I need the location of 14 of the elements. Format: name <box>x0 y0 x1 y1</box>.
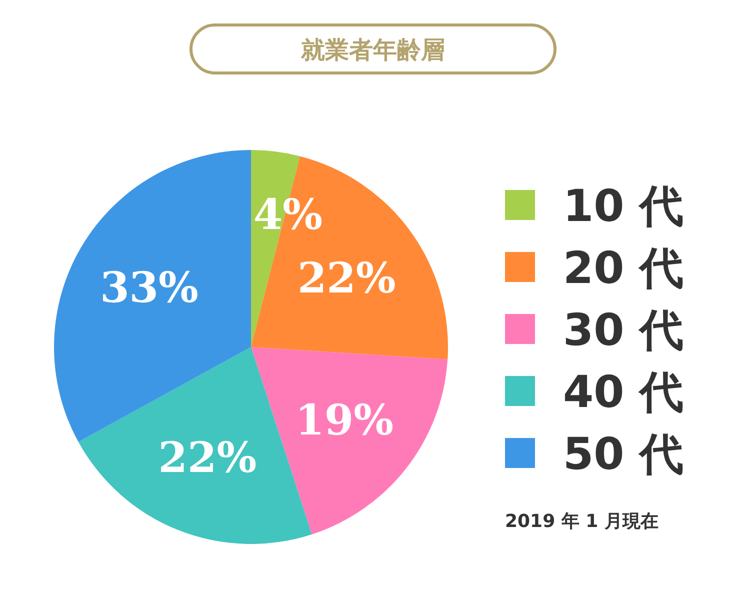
data-label: 4% <box>253 190 323 240</box>
pie-slice <box>251 156 448 360</box>
data-label: 33% <box>100 262 198 312</box>
pie-slice <box>54 150 251 442</box>
chart-title: 就業者年齢層 <box>300 36 445 64</box>
legend-label: 30 代 <box>563 305 684 356</box>
data-label: 22% <box>297 254 396 303</box>
legend-label: 10 代 <box>563 181 684 232</box>
data-label: 22% <box>158 432 257 482</box>
legend-label: 20 代 <box>563 243 684 294</box>
text: 2019 年 1 月現在 <box>505 511 658 532</box>
legend-label: 50 代 <box>563 429 684 480</box>
legend-label: 40 代 <box>563 367 684 418</box>
data-label: 19% <box>295 395 394 444</box>
